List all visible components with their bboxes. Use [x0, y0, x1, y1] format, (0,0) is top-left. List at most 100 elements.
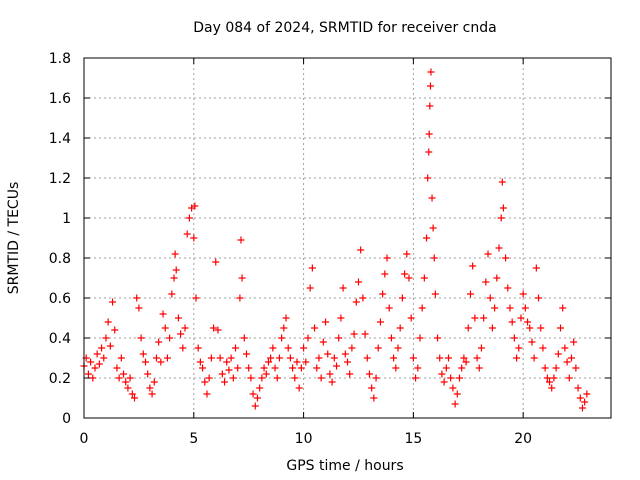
data-point	[515, 344, 523, 352]
data-point	[352, 298, 360, 306]
data-point	[155, 338, 163, 346]
data-point	[93, 350, 101, 358]
data-point	[293, 358, 301, 366]
data-point	[152, 354, 160, 362]
data-point	[284, 344, 292, 352]
data-point	[205, 374, 213, 382]
data-point	[546, 378, 554, 386]
data-point	[227, 354, 235, 362]
data-point	[199, 364, 207, 372]
data-point	[572, 364, 580, 372]
data-point	[570, 338, 578, 346]
data-point	[576, 394, 584, 402]
data-point	[191, 202, 199, 210]
data-point	[170, 274, 178, 282]
data-point	[543, 374, 551, 382]
data-point	[451, 400, 459, 408]
data-point	[578, 404, 586, 412]
data-point	[302, 358, 310, 366]
data-point	[335, 334, 343, 342]
data-point	[559, 304, 567, 312]
data-point	[493, 274, 501, 282]
data-point	[106, 342, 114, 350]
data-point	[387, 334, 395, 342]
data-point	[484, 250, 492, 258]
data-point	[234, 364, 242, 372]
data-point	[426, 102, 434, 110]
data-point	[247, 374, 255, 382]
y-tick-label: 1.8	[49, 51, 71, 67]
data-point	[563, 358, 571, 366]
data-point	[148, 390, 156, 398]
data-point	[434, 334, 442, 342]
axis-ticks: 0 0.2 0.4 0.6 0.8 1 1.2 1.4 1.6 1.8 0 5 10 15 20	[49, 51, 611, 447]
data-point	[561, 344, 569, 352]
data-point	[554, 350, 562, 358]
data-point	[497, 214, 505, 222]
chart-title: Day 084 of 2024, SRMTID for receiver cnd…	[193, 20, 496, 36]
data-point	[100, 354, 108, 362]
x-tick-label: 5	[189, 431, 198, 447]
data-point	[425, 130, 433, 138]
data-point	[442, 364, 450, 372]
data-point	[159, 310, 167, 318]
data-point	[498, 178, 506, 186]
data-point	[264, 358, 272, 366]
data-point	[359, 294, 367, 302]
data-point	[104, 318, 112, 326]
data-point	[392, 364, 400, 372]
data-point	[464, 324, 472, 332]
data-point	[190, 234, 198, 242]
data-point	[407, 314, 415, 322]
data-point	[458, 364, 466, 372]
data-point	[508, 318, 516, 326]
data-point	[480, 314, 488, 322]
data-point	[491, 304, 499, 312]
data-point	[383, 254, 391, 262]
data-point	[473, 354, 481, 362]
data-point	[308, 264, 316, 272]
data-point	[221, 378, 229, 386]
y-tick-label: 1.4	[49, 131, 71, 147]
data-point	[475, 364, 483, 372]
data-point	[166, 334, 174, 342]
data-point	[240, 334, 248, 342]
data-point	[282, 314, 290, 322]
data-point	[581, 398, 589, 406]
data-point	[271, 364, 279, 372]
data-point	[126, 374, 134, 382]
data-point	[253, 394, 261, 402]
data-point	[436, 354, 444, 362]
data-point	[502, 254, 510, 262]
data-point	[445, 354, 453, 362]
data-point	[517, 314, 525, 322]
y-tick-label: 0.4	[49, 331, 71, 347]
data-point	[420, 274, 428, 282]
data-point	[425, 148, 433, 156]
data-point	[506, 304, 514, 312]
data-point	[218, 370, 226, 378]
data-point	[212, 258, 220, 266]
data-point	[278, 334, 286, 342]
data-point	[260, 364, 268, 372]
data-point	[185, 214, 193, 222]
data-point	[157, 358, 165, 366]
data-point	[87, 358, 95, 366]
data-point	[115, 374, 123, 382]
data-point	[306, 284, 314, 292]
data-point	[477, 344, 485, 352]
y-tick-label: 0.2	[49, 371, 71, 387]
data-point	[124, 384, 132, 392]
data-point	[237, 236, 245, 244]
data-point	[177, 330, 185, 338]
data-point	[168, 290, 176, 298]
data-point	[567, 354, 575, 362]
data-point	[528, 338, 536, 346]
data-point	[365, 370, 373, 378]
x-tick-label: 15	[404, 431, 422, 447]
x-tick-label: 0	[80, 431, 89, 447]
data-point	[354, 278, 362, 286]
data-points	[80, 68, 591, 412]
data-point	[207, 354, 215, 362]
data-point	[319, 338, 327, 346]
